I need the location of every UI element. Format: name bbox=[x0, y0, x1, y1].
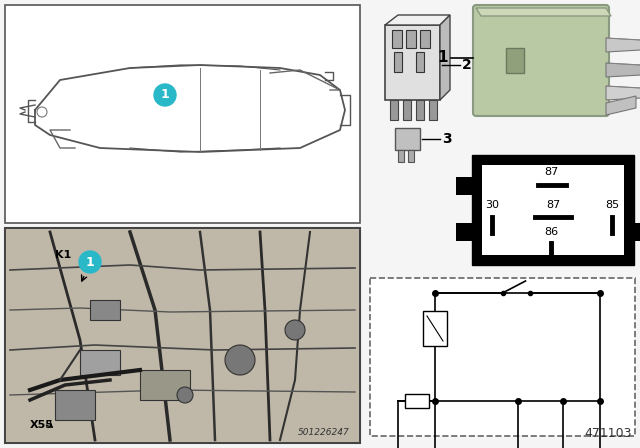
Text: 87: 87 bbox=[544, 167, 558, 177]
Text: 30: 30 bbox=[485, 200, 499, 210]
Bar bbox=[472, 155, 634, 265]
FancyBboxPatch shape bbox=[473, 5, 609, 116]
Bar bbox=[395, 128, 420, 150]
Bar bbox=[479, 18, 604, 111]
Text: 1: 1 bbox=[438, 51, 448, 65]
Bar bbox=[456, 223, 472, 241]
Bar bbox=[90, 300, 120, 320]
Bar bbox=[456, 177, 472, 195]
Bar bbox=[416, 100, 424, 120]
Bar bbox=[634, 223, 640, 241]
Text: 87: 87 bbox=[546, 200, 560, 210]
Bar bbox=[408, 150, 414, 162]
Text: X55: X55 bbox=[30, 420, 54, 430]
Bar bbox=[420, 30, 430, 48]
Text: 1: 1 bbox=[86, 255, 94, 268]
Circle shape bbox=[285, 320, 305, 340]
Text: 3: 3 bbox=[442, 132, 452, 146]
Bar bbox=[416, 52, 424, 72]
Polygon shape bbox=[476, 8, 611, 16]
Bar bbox=[385, 25, 440, 100]
Circle shape bbox=[37, 107, 47, 117]
Circle shape bbox=[154, 84, 176, 106]
Bar bbox=[55, 390, 95, 420]
Text: K1: K1 bbox=[55, 250, 71, 260]
Text: 501226247: 501226247 bbox=[298, 428, 350, 437]
Bar bbox=[5, 5, 360, 223]
Bar bbox=[5, 228, 360, 443]
Bar bbox=[398, 150, 404, 162]
Bar bbox=[404, 394, 429, 408]
Polygon shape bbox=[606, 86, 640, 100]
Circle shape bbox=[177, 387, 193, 403]
Bar bbox=[423, 311, 447, 346]
Bar bbox=[370, 278, 635, 436]
Text: 85: 85 bbox=[605, 200, 619, 210]
Bar bbox=[406, 30, 416, 48]
Bar bbox=[394, 52, 402, 72]
Bar bbox=[403, 100, 411, 120]
Polygon shape bbox=[385, 15, 450, 25]
Polygon shape bbox=[606, 96, 636, 115]
Text: 2: 2 bbox=[462, 58, 472, 72]
Text: 86: 86 bbox=[544, 227, 558, 237]
Polygon shape bbox=[440, 15, 450, 100]
Text: 471103: 471103 bbox=[584, 427, 632, 440]
Bar bbox=[6, 229, 359, 442]
Bar bbox=[140, 370, 190, 400]
Bar bbox=[392, 30, 402, 48]
Circle shape bbox=[225, 345, 255, 375]
Bar bbox=[482, 165, 624, 255]
Polygon shape bbox=[606, 38, 640, 52]
Text: 1: 1 bbox=[161, 89, 170, 102]
Polygon shape bbox=[606, 63, 640, 77]
Bar bbox=[390, 100, 398, 120]
Bar bbox=[506, 48, 524, 73]
Bar bbox=[429, 100, 437, 120]
Circle shape bbox=[79, 251, 101, 273]
Bar bbox=[80, 350, 120, 375]
